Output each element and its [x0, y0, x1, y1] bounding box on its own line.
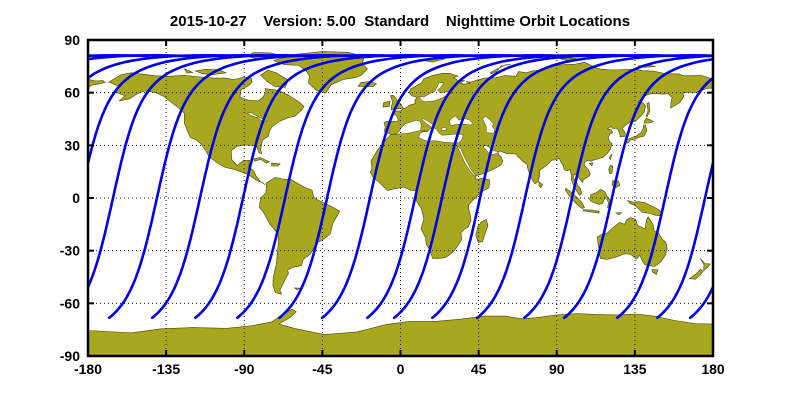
- land-luzon: [608, 165, 614, 175]
- orbit-track-0: [88, 53, 316, 291]
- y-tick-label--60: -60: [60, 295, 80, 311]
- land-new-zealand-south: [688, 268, 704, 280]
- orbit-track-12: [562, 57, 713, 320]
- land-sri-lanka: [538, 181, 544, 189]
- land-falklands: [293, 287, 302, 291]
- y-tick-label--30: -30: [60, 243, 80, 259]
- lake-caspian-sea: [482, 116, 495, 134]
- axis-ticks: [87, 39, 714, 357]
- lake-red-sea: [456, 145, 476, 177]
- land-new-zealand-north: [75, 258, 85, 270]
- x-tick-label--135: -135: [152, 361, 180, 377]
- land-australia: [0, 217, 42, 267]
- orbit-track-14: [88, 53, 283, 169]
- land-cuba: [252, 157, 271, 164]
- land-tasmania: [651, 269, 659, 275]
- land-new-zealand-north: [700, 258, 711, 272]
- land-novaya-zemlya: [489, 64, 511, 75]
- orbit-track-8: [0, 55, 18, 318]
- land-borneo: [589, 189, 608, 205]
- lake-aegean-sea: [441, 127, 447, 132]
- x-tick-label-135: 135: [623, 361, 647, 377]
- y-tick-label-90: 90: [64, 32, 80, 48]
- land-africa-eurasia: [88, 78, 106, 88]
- orbit-track-9: [0, 55, 56, 318]
- orbit-track-6: [320, 53, 573, 320]
- orbit-track-1: [734, 55, 800, 318]
- land-antarctica: [712, 330, 713, 356]
- land-honshu-kyushu: [1, 125, 22, 143]
- lake-baltic-sea: [418, 82, 453, 103]
- orbit-track-3: [194, 53, 446, 320]
- land-honshu-kyushu: [625, 124, 648, 144]
- land-new-siberian-islands: [13, 65, 30, 67]
- land-tasmania: [27, 270, 33, 275]
- orbit-track-10: [475, 53, 713, 320]
- orbit-track-14: [656, 157, 713, 320]
- land-north-america: [734, 73, 800, 185]
- y-tick-label--90: -90: [60, 348, 80, 364]
- y-tick-label-60: 60: [64, 85, 80, 101]
- orbit-track-2: [150, 53, 403, 320]
- orbit-track-1: [107, 53, 359, 320]
- land-australia: [596, 216, 668, 267]
- land-ireland: [382, 100, 391, 108]
- x-tick-label--180: -180: [74, 361, 102, 377]
- orbit-track-4: [236, 53, 488, 320]
- orbit-track-10: [88, 54, 103, 58]
- land-sakhalin: [645, 102, 651, 118]
- land-hispaniola: [271, 162, 281, 167]
- land-java: [582, 209, 600, 214]
- x-tick-label-0: 0: [397, 361, 405, 377]
- land-banks-island: [183, 68, 194, 74]
- land-north-america: [108, 72, 305, 186]
- orbit-track-11: [523, 54, 713, 320]
- lake-great-lakes: [246, 112, 268, 123]
- x-tick-label--90: -90: [234, 361, 254, 377]
- land-africa-eurasia: [369, 61, 713, 259]
- land-south-america: [259, 176, 341, 295]
- x-tick-label-180: 180: [701, 361, 725, 377]
- x-tick-label--45: -45: [312, 361, 332, 377]
- land-timor: [614, 212, 623, 216]
- land-sakhalin: [21, 103, 25, 118]
- y-tick-label-0: 0: [72, 190, 80, 206]
- land-hokkaido: [19, 118, 28, 123]
- orbit-track-5: [278, 53, 530, 320]
- x-tick-label-90: 90: [549, 361, 565, 377]
- orbit-track-8: [392, 53, 645, 320]
- land-new-zealand-south: [65, 269, 79, 279]
- land-hokkaido: [643, 117, 655, 124]
- orbit-track-13: [616, 76, 713, 320]
- orbit-track-9: [431, 53, 683, 320]
- lake-mediterranean-west: [390, 119, 422, 135]
- land-hainan: [588, 162, 594, 167]
- y-tick-label-30: 30: [64, 137, 80, 153]
- orbit-track-2: [777, 55, 800, 318]
- x-tick-label-45: 45: [471, 361, 487, 377]
- land-new-guinea: [3, 201, 38, 216]
- land-baffin-island: [260, 69, 289, 88]
- orbit-track-7: [366, 53, 618, 320]
- orbit-tracks-layer: [0, 53, 800, 320]
- land-taiwan: [608, 153, 613, 161]
- plot-title: 2015-10-27 Version: 5.00 Standard Nightt…: [169, 13, 631, 30]
